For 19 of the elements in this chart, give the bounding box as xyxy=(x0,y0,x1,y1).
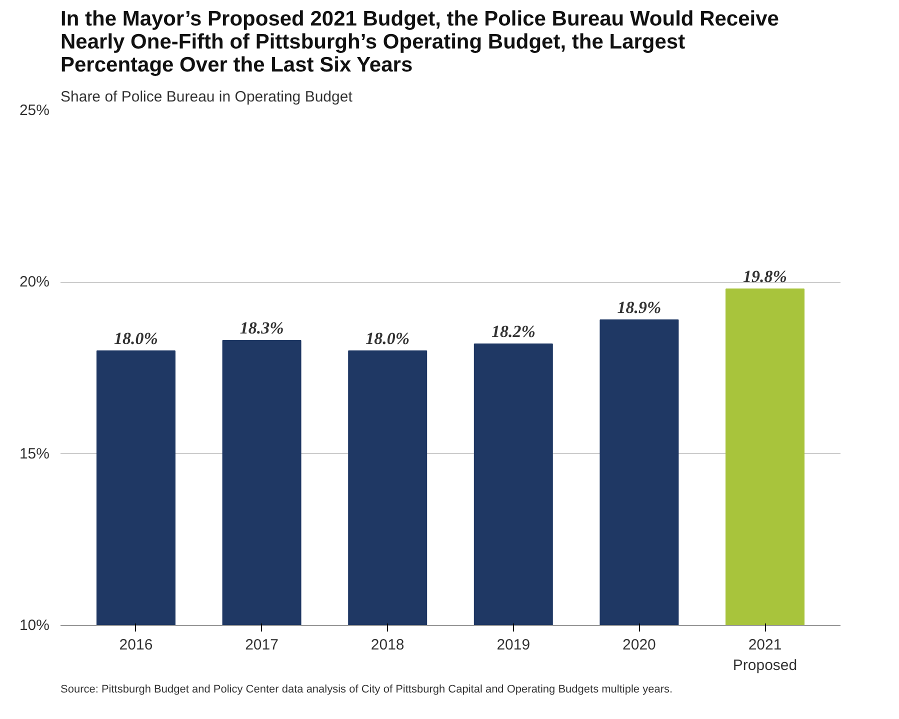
data-label: 18.9% xyxy=(617,298,662,317)
x-tick-label: 2019 xyxy=(496,636,530,654)
data-label: 18.2% xyxy=(491,322,536,341)
data-label: 18.0% xyxy=(366,328,410,348)
x-tick-label: 2018 xyxy=(370,636,404,654)
data-label: 18.0% xyxy=(114,328,158,348)
y-tick-label: 25% xyxy=(19,102,50,119)
chart-subtitle: Share of Police Bureau in Operating Budget xyxy=(60,88,354,106)
y-tick-label: 20% xyxy=(19,274,50,291)
x-tick-label: 2016 xyxy=(119,636,153,654)
x-tick-label: 2017 xyxy=(245,636,278,654)
x-tick-label: 2020 xyxy=(622,636,656,654)
y-tick-label: 10% xyxy=(19,617,50,634)
data-label: 19.8% xyxy=(743,267,787,286)
source-note: Source: Pittsburgh Budget and Policy Center data analysis of City of Pittsburgh Capital and Operating Budgets multiple years. xyxy=(60,684,673,696)
y-tick-label: 15% xyxy=(19,445,50,462)
data-label: 18.3% xyxy=(240,318,284,338)
chart-title: In the Mayor’s Proposed 2021 Budget, the Police Bureau Would Receive Nearly One-Fifth of Pittsburgh’s Operating Budget, the Largest Percentage Over the Last Six Years xyxy=(60,8,779,76)
x-tick-label: 2021 Proposed xyxy=(732,636,798,674)
